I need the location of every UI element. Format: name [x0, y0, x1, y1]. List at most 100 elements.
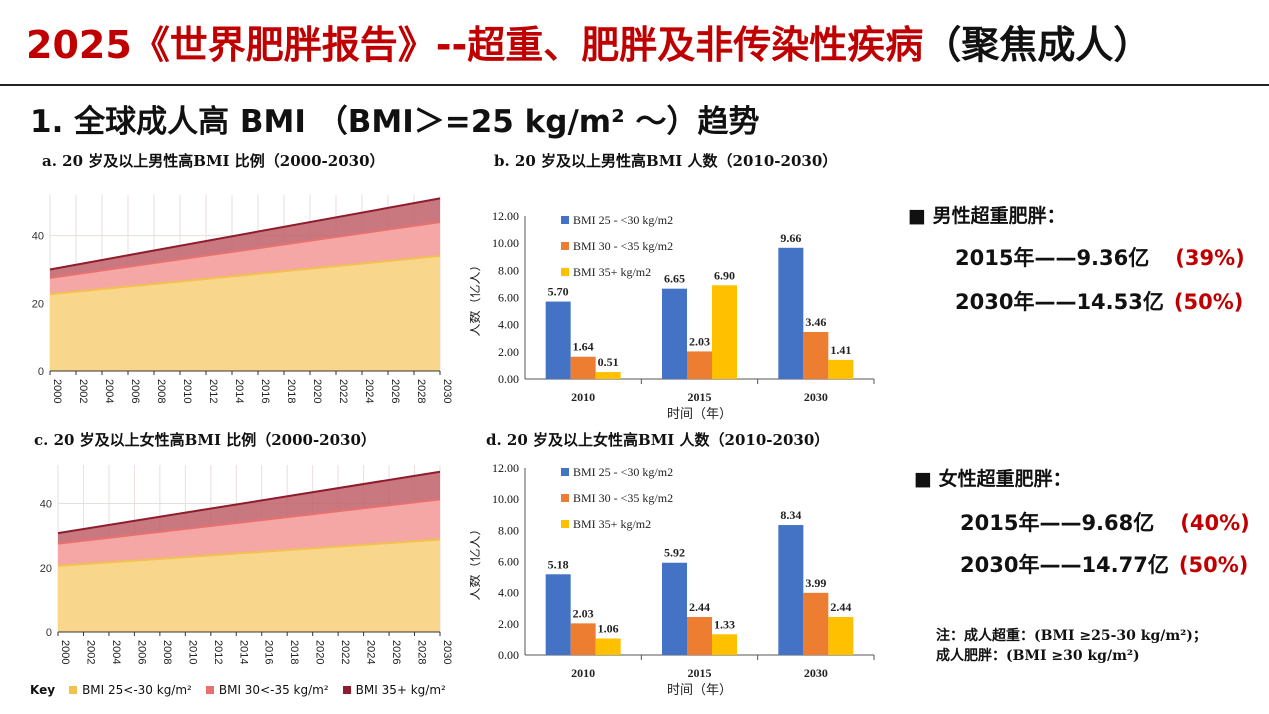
area-line-1: [57, 538, 441, 567]
x-axis-title: 时间（年）: [667, 406, 732, 421]
area-line-2: [49, 221, 441, 279]
data-label: 8.34: [780, 508, 801, 522]
male-row-1-label: 2015年——9.36亿: [955, 246, 1150, 270]
bar-2010-s1: [545, 301, 571, 379]
section-subtitle: 1. 全球成人高 BMI （BMI＞=25 kg/m² ～）趋势: [30, 104, 760, 140]
x-tick-label: 2014: [233, 379, 245, 403]
y-tick-label: 8.00: [498, 523, 519, 537]
chart-b-male-count: 0.00 2.00 4.00 6.00 8.00 10.00 12.00 5.70 1.64 0.…: [470, 209, 875, 421]
area-band-3: [50, 198, 440, 278]
data-label: 9.66: [780, 231, 801, 245]
legend-swatch: [561, 242, 569, 250]
legend-swatch: [561, 216, 569, 224]
area-line-3: [57, 470, 441, 535]
data-label: 2.03: [573, 606, 594, 620]
x-tick-label: 2030: [441, 640, 453, 664]
y-tick-label: 12.00: [492, 461, 519, 475]
y-tick-label: 40: [32, 231, 44, 243]
bar-2010-s2: [570, 623, 596, 655]
legend-item-3: BMI 35+ kg/m²: [355, 683, 446, 697]
bar-2015-s3: [712, 285, 737, 379]
bar-2015-s1: [662, 562, 687, 655]
y-tick-label: 0: [38, 366, 44, 378]
x-tick-label: 2028: [415, 379, 427, 403]
x-tick-label: 2014: [237, 640, 249, 664]
x-tick-label: 2020: [311, 379, 323, 403]
x-tick-label: 2026: [389, 379, 401, 403]
male-summary-heading: ■ 男性超重肥胖：: [908, 201, 1066, 228]
x-tick-label: 2000: [51, 379, 63, 403]
data-label: 1.06: [598, 621, 619, 635]
legend-swatch-dark: [342, 686, 351, 694]
legend-label: BMI 25 - <30 kg/m2: [573, 465, 673, 479]
male-summary-row-2: 2030年——14.53亿 (50%): [955, 286, 1243, 316]
bar-2010-s2: [570, 356, 596, 379]
y-tick-label: 0.00: [498, 648, 519, 662]
y-axis-title: 人数（亿人）: [470, 258, 482, 336]
x-tick-label: 2024: [363, 379, 375, 403]
y-tick-label: 10.00: [492, 236, 519, 250]
data-label: 1.41: [830, 343, 851, 357]
x-tick-label: 2000: [59, 640, 71, 664]
y-tick-label: 2.00: [498, 617, 519, 631]
x-tick-label: 2002: [84, 640, 96, 664]
female-summary-row-2: 2030年——14.77亿 (50%): [960, 549, 1248, 579]
bar-2030-s3: [828, 359, 854, 379]
bar-2010-s1: [545, 574, 571, 655]
bar-2030-s1: [778, 247, 804, 379]
data-label: 5.92: [664, 546, 685, 560]
area-band-1: [58, 539, 440, 632]
x-tick-label: 2026: [390, 640, 402, 664]
legend-key-label: Key: [30, 683, 56, 697]
y-tick-label: 0: [46, 627, 52, 639]
x-tick-label: 2015: [688, 390, 712, 404]
y-tick-label: 20: [32, 298, 44, 310]
x-tick-label: 2016: [259, 379, 271, 403]
note-line-2: 成人肥胖：(BMI ≥30 kg/m²): [936, 648, 1140, 664]
female-row-1-label: 2015年——9.68亿: [960, 511, 1155, 535]
bar-2030-s2: [803, 592, 829, 655]
x-tick-label: 2004: [110, 640, 122, 664]
y-tick-label: 20: [40, 563, 52, 575]
x-tick-label: 2030: [441, 379, 453, 403]
page-title-main: 2025《世界肥胖报告》--超重、肥胖及非传染性疾病: [26, 23, 924, 67]
legend-label: BMI 35+ kg/m2: [573, 265, 651, 279]
legend-swatch: [561, 268, 569, 276]
legend-swatch: [561, 494, 569, 502]
definition-note: 注：成人超重：(BMI ≥25-30 kg/m²)； 成人肥胖：(BMI ≥30…: [936, 626, 1207, 666]
male-row-2-label: 2030年——14.53亿: [955, 290, 1164, 314]
area-line-2: [57, 498, 441, 545]
x-tick-label: 2010: [186, 640, 198, 664]
legend-swatch: [561, 520, 569, 528]
x-tick-label: 2016: [263, 640, 275, 664]
area-line-1: [49, 254, 441, 296]
y-tick-label: 12.00: [492, 209, 519, 223]
y-tick-label: 2.00: [498, 345, 519, 359]
chart-c-female-ratio: 0 20 40 2000 2002 2004 2006 2008 2010 2012 2014 201…: [40, 465, 453, 664]
y-axis-title: 人数（亿人）: [470, 522, 482, 600]
panel-d-title: d. 20 岁及以上女性高BMI 人数（2010-2030）: [486, 431, 830, 449]
legend-item-1: BMI 25<-30 kg/m²: [82, 683, 192, 697]
legend-label: BMI 25 - <30 kg/m2: [573, 213, 673, 227]
bar-2030-s2: [803, 332, 829, 379]
panel-b-title: b. 20 岁及以上男性高BMI 人数（2010-2030）: [494, 152, 838, 170]
area-band-2: [50, 222, 440, 295]
x-tick-label: 2022: [337, 379, 349, 403]
area-line-3: [49, 197, 441, 271]
legend-swatch: [561, 468, 569, 476]
x-tick-label: 2012: [212, 640, 224, 664]
chart-d-female-count: 0.00 2.00 4.00 6.00 8.00 10.00 12.00 5.18 2.03 1.…: [470, 461, 875, 697]
bar-2015-s2: [687, 351, 712, 379]
y-tick-label: 8.00: [498, 263, 519, 277]
x-tick-label: 2012: [207, 379, 219, 403]
data-label: 3.99: [805, 576, 826, 590]
male-row-1-pct: (39%): [1175, 246, 1245, 270]
female-row-2-label: 2030年——14.77亿: [960, 553, 1169, 577]
panel-a-title: a. 20 岁及以上男性高BMI 比例（2000-2030）: [42, 152, 385, 170]
bar-2030-s1: [778, 525, 804, 655]
y-tick-label: 4.00: [498, 318, 519, 332]
y-tick-label: 0.00: [498, 372, 519, 386]
legend-label: BMI 30 - <35 kg/m2: [573, 239, 673, 253]
x-tick-label: 2022: [339, 640, 351, 664]
bar-2015-s2: [687, 616, 712, 655]
